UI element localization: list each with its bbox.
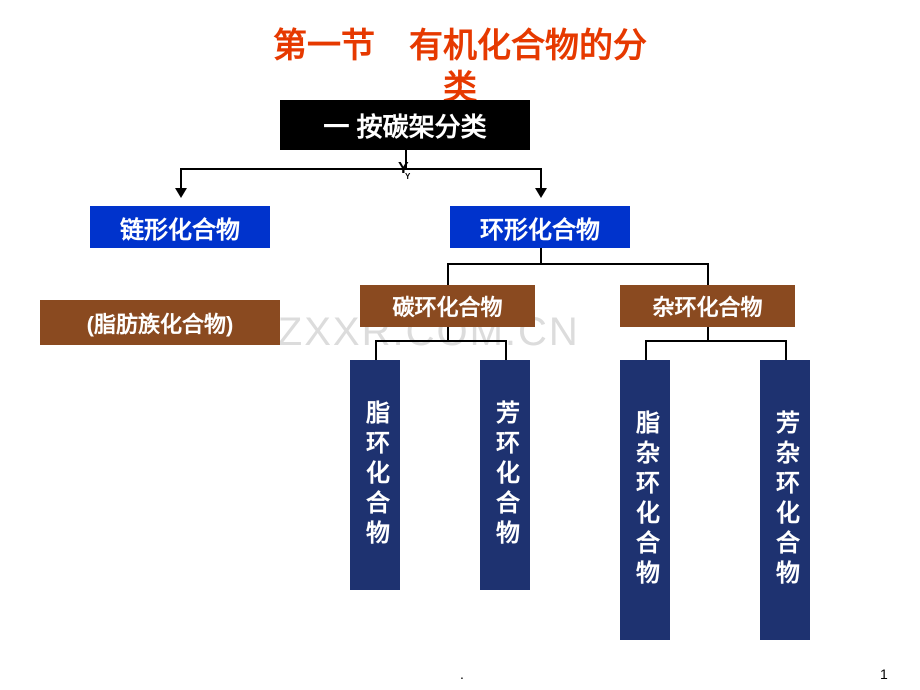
node-aliphatic-hetero: 脂杂环化合物 (620, 360, 670, 640)
node-aromatic-ring-label: 芳环化合物 (488, 400, 523, 550)
node-carbocycle: 碳环化合物 (360, 285, 535, 327)
node-aromatic-hetero-label: 芳杂环化合物 (768, 410, 803, 590)
root-node: 一 按碳架分类 (280, 100, 530, 150)
node-heterocycle: 杂环化合物 (620, 285, 795, 327)
footer-dot: . (460, 666, 464, 682)
node-ring-compound: 环形化合物 (450, 206, 630, 248)
node-aromatic-ring: 芳环化合物 (480, 360, 530, 590)
node-alicyclic-label: 脂环化合物 (358, 400, 393, 550)
page-number: 1 (880, 666, 888, 682)
mark-y-small: Y (405, 172, 410, 181)
node-alicyclic: 脂环化合物 (350, 360, 400, 590)
node-aliphatic: (脂肪族化合物) (40, 300, 280, 345)
node-aliphatic-hetero-label: 脂杂环化合物 (628, 410, 663, 590)
node-aromatic-hetero: 芳杂环化合物 (760, 360, 810, 640)
node-chain-compound: 链形化合物 (90, 206, 270, 248)
